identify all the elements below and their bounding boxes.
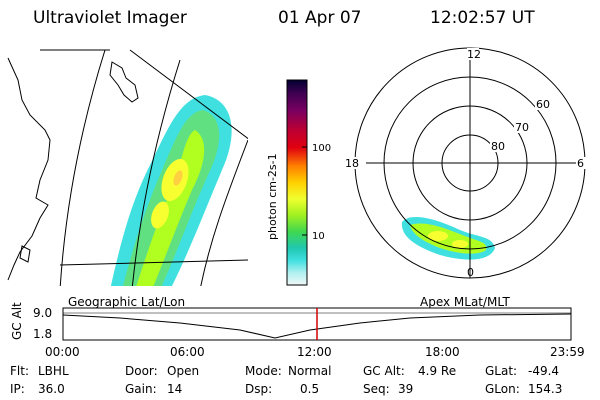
coastline	[7, 57, 139, 281]
mlt-label-6: 6	[577, 157, 584, 170]
altitude-curve	[62, 313, 572, 339]
mlat-label-80: 80	[491, 140, 505, 153]
time-label: 12:02:57 UT	[430, 8, 535, 28]
mode-value: Normal	[288, 364, 332, 378]
timeline-y-tick-min: 1.8	[33, 327, 53, 341]
timeline-x-tick-1800: 18:00	[425, 345, 460, 359]
gain-label: Gain:	[125, 382, 157, 396]
timeline-plot	[62, 307, 572, 341]
dsp-value: 0.5	[300, 382, 320, 396]
colorbar-tick-100: 100	[312, 143, 331, 154]
gain-value: 14	[167, 382, 183, 396]
aurora-geographic	[110, 95, 232, 286]
timeline-x-tick-1200: 12:00	[297, 345, 332, 359]
lat-lon-grid	[40, 49, 248, 286]
ip-label: IP:	[10, 382, 25, 396]
gc-alt-value: 4.9 Re	[418, 364, 457, 378]
door-value: Open	[167, 364, 200, 378]
flt-value: LBHL	[38, 364, 69, 378]
glon-value: 154.3	[528, 382, 563, 396]
dsp-label: Dsp:	[245, 382, 273, 396]
flt-label: Flt:	[10, 364, 29, 378]
mlat-label-70: 70	[515, 121, 529, 134]
ip-value: 36.0	[38, 382, 65, 396]
polar-mlat-mlt-panel: 12 18 6 0 60 70 80	[344, 47, 586, 279]
geographic-map-panel	[7, 49, 248, 286]
aurora-polar	[401, 216, 495, 260]
mlat-label-60: 60	[536, 98, 550, 111]
seq-label: Seq:	[363, 382, 390, 396]
timeline-x-tick-0600: 06:00	[170, 345, 205, 359]
timeline-x-tick-0000: 00:00	[45, 345, 80, 359]
mlt-label-12: 12	[467, 48, 481, 61]
gc-alt-label: GC Alt:	[363, 364, 405, 378]
colorbar-unit-label: photon cm-2s-1	[266, 153, 279, 240]
seq-value: 39	[398, 382, 414, 396]
mode-label: Mode:	[245, 364, 282, 378]
date-label: 01 Apr 07	[278, 8, 362, 28]
instrument-title: Ultraviolet Imager	[33, 8, 187, 28]
glat-value: -49.4	[528, 364, 560, 378]
glon-label: GLon:	[485, 382, 520, 396]
polar-panel-label: Apex MLat/MLT	[420, 295, 510, 309]
door-label: Door:	[125, 364, 158, 378]
geographic-panel-label: Geographic Lat/Lon	[68, 295, 186, 309]
timeline-y-axis-label: GC Alt	[10, 302, 24, 340]
mlt-label-18: 18	[345, 157, 359, 170]
colorbar-tick-10: 10	[312, 231, 325, 242]
mlt-label-0: 0	[467, 266, 474, 279]
timeline-y-tick-max: 9.0	[33, 306, 53, 320]
glat-label: GLat:	[485, 364, 518, 378]
timeline-x-tick-2359: 23:59	[550, 345, 585, 359]
colorbar: 100 10 photon cm-2s-1	[266, 79, 331, 286]
polar-grid	[354, 47, 586, 279]
